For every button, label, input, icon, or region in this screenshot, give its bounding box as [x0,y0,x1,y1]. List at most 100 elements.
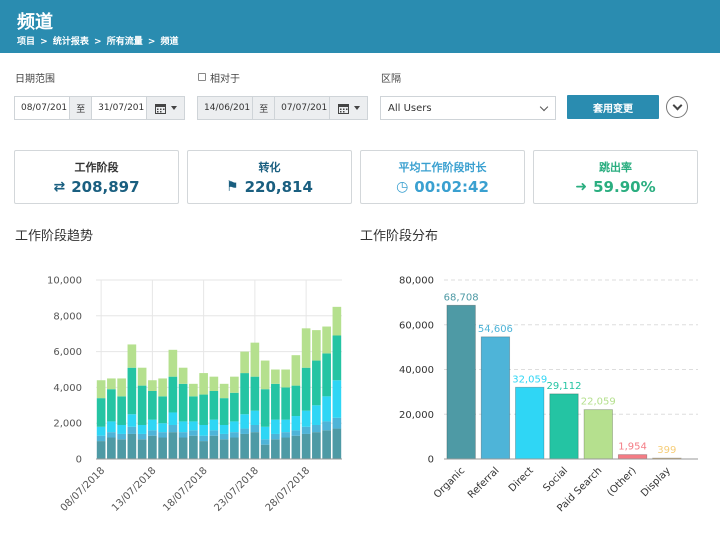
trend-bar-segment [332,417,342,429]
compare-label: 相对于 [210,74,240,85]
trend-bar-segment [301,328,311,368]
trend-bar-segment [107,421,116,433]
trend-bar-segment [291,430,301,436]
trend-bar-segment [209,390,219,420]
page-title: 频道 [17,12,53,33]
exchange-icon: ⇄ [53,179,66,195]
trend-bar-segment [260,444,270,459]
compare-from-input[interactable]: 14/06/201 [198,97,254,119]
date-to-input[interactable]: 31/07/201 [92,97,148,119]
calendar-icon [337,103,349,114]
trend-bar-segment [117,439,126,459]
y-tick-label: 60,000 [399,320,434,331]
trend-bar-segment [168,349,178,377]
trend-bar-segment [96,435,106,442]
trend-bar-segment [148,430,157,436]
trend-bar-segment [332,380,342,418]
trend-bar-segment [178,367,188,384]
bar-value-label: 32,059 [512,374,547,385]
caret-down-icon [170,106,177,110]
trend-bar-segment [291,355,301,386]
distribution-bar [515,386,545,460]
compare-to-input[interactable]: 07/07/201 [275,97,331,119]
breadcrumb-item-channels: 频道 [160,37,179,47]
trend-bar-segment [240,428,249,434]
y-tick-label: 80,000 [399,276,434,287]
calendar-icon [154,103,166,114]
trend-bar-segment [168,424,178,433]
trend-bar-segment [332,428,342,459]
trend-bar-segment [178,437,188,459]
trend-bar-segment [312,360,321,406]
breadcrumb-separator: > [40,37,48,47]
trend-bar-segment [158,437,167,459]
kpi-label: 平均工作阶段时长 [398,161,487,174]
bar-value-label: 22,059 [581,397,616,408]
trend-bar-segment [301,433,311,459]
breadcrumb-separator: > [94,37,102,47]
trend-bar-segment [219,439,229,459]
y-tick-label: 6,000 [53,347,82,358]
clock-icon: ◷ [396,179,409,195]
trend-bar-segment [137,424,147,434]
trend-bar-segment [260,360,270,390]
trend-bar-segment [260,389,270,427]
kpi-card-bounce-rate: 跳出率 ➜ 59.90% [533,150,698,204]
x-tick-label: Organic [432,465,467,500]
page-header: 频道 项目 > 统计报表 > 所有流量 > 频道 [0,0,720,53]
expand-filters-button[interactable] [666,96,688,118]
trend-bar-segment [107,432,116,438]
sign-out-icon: ➜ [575,179,588,195]
trend-bar-segment [301,367,311,411]
apply-changes-button[interactable]: 套用变更 [567,95,659,119]
trend-bar-segment [281,419,290,433]
trend-bar-segment [271,439,280,459]
date-range-picker[interactable]: 08/07/201 至 31/07/201 [14,96,185,120]
trend-bar-segment [158,423,167,433]
segment-select[interactable]: All Users [380,96,556,120]
breadcrumb-item-project[interactable]: 项目 [17,37,36,47]
kpi-label: 转化 [258,161,281,174]
trend-bar-segment [127,414,137,427]
trend-bar-segment [127,426,137,434]
trend-bar-segment [209,376,219,391]
trend-bar-segment [199,435,208,442]
kpi-value-row: ⇄ 208,897 [15,178,178,196]
trend-bar-segment [322,396,331,422]
trend-bar-segment [281,387,290,420]
kpi-value: 220,814 [244,178,313,196]
trend-bar-segment [271,369,280,384]
x-tick-label: Display [639,465,673,499]
trend-bar-segment [312,424,321,433]
trend-bar-segment [178,383,188,422]
kpi-card-sessions: 工作阶段 ⇄ 208,897 [14,150,179,204]
bar-value-label: 399 [657,445,676,456]
breadcrumb-item-reports[interactable]: 统计报表 [52,37,89,47]
date-range-label: 日期范围 [15,74,55,85]
compare-checkbox[interactable] [198,73,206,81]
calendar-dropdown-button[interactable] [147,97,185,119]
trend-bar-segment [96,398,106,427]
trend-bar-segment [168,432,178,459]
compare-calendar-dropdown-button[interactable] [330,97,368,119]
trend-bar-segment [107,437,116,459]
trend-bar-segment [137,433,147,440]
trend-bar-segment [301,426,311,434]
trend-bar-segment [322,353,331,397]
trend-bar-segment [209,419,219,431]
trend-bar-segment [240,414,249,429]
x-tick-label: 28/07/2018 [264,465,313,514]
trend-bar-segment [117,396,126,425]
trend-bar-segment [199,441,208,459]
trend-bar-segment [209,430,219,436]
trend-bar-segment [158,378,167,397]
compare-date-picker[interactable]: 14/06/201 至 07/07/201 [197,96,368,120]
breadcrumb-item-all-traffic[interactable]: 所有流量 [106,37,143,47]
kpi-card-avg-session-duration: 平均工作阶段时长 ◷ 00:02:42 [360,150,525,204]
trend-bar-segment [148,435,157,459]
y-tick-label: 4,000 [53,383,82,394]
date-from-input[interactable]: 08/07/201 [15,97,71,119]
trend-bar-segment [291,385,301,417]
trend-bar-segment [96,380,106,399]
distribution-bar [652,457,682,460]
